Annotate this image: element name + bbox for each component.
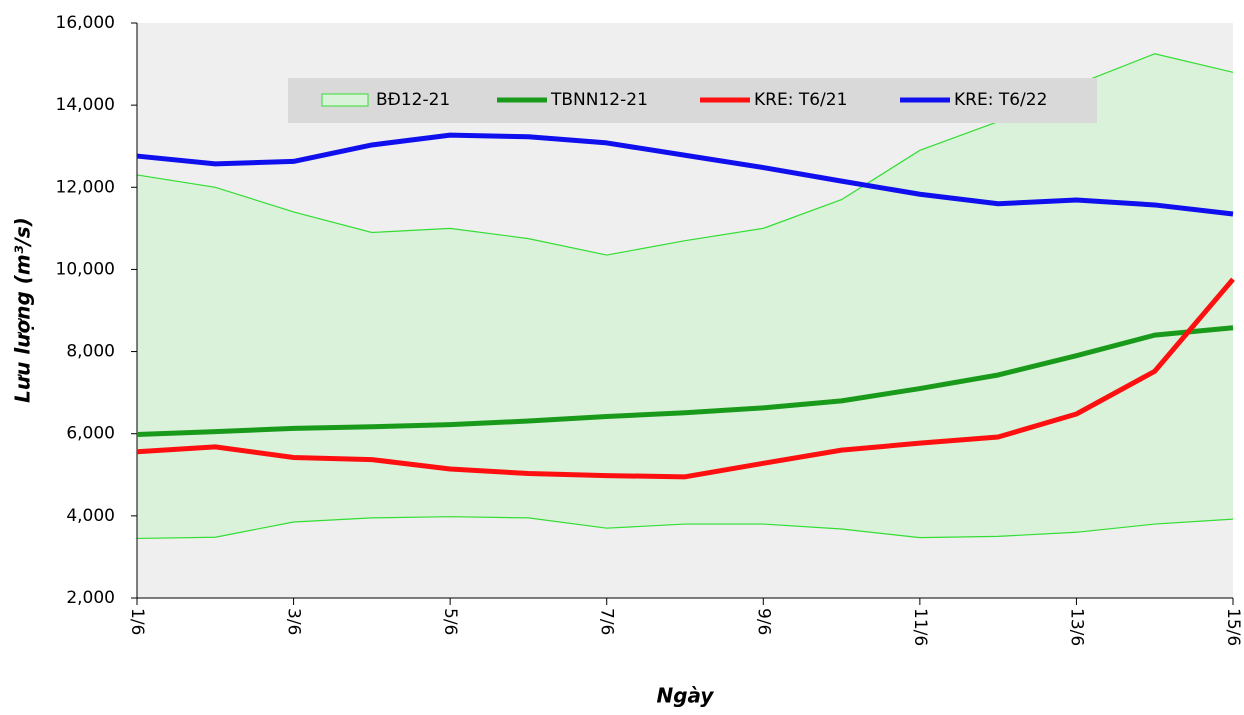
y-tick-label: 8,000 <box>66 342 115 362</box>
legend-label: KRE: T6/21 <box>754 90 847 110</box>
y-tick-label: 12,000 <box>56 177 115 197</box>
y-tick-label: 4,000 <box>66 506 115 526</box>
legend-box <box>288 78 1097 123</box>
line-series <box>136 325 1234 438</box>
y-tick-label: 16,000 <box>56 13 115 33</box>
y-tick-label: 6,000 <box>66 424 115 444</box>
x-tick-label: 15/6 <box>1223 608 1243 646</box>
legend-swatch <box>321 93 369 107</box>
x-tick-label: 5/6 <box>440 608 460 635</box>
line-series <box>136 277 1235 480</box>
x-tick-label: 3/6 <box>284 608 304 635</box>
y-tick-label: 2,000 <box>66 588 115 608</box>
x-tick-label: 7/6 <box>597 608 617 635</box>
legend-label: TBNN12-21 <box>550 90 648 110</box>
x-tick-label: 1/6 <box>127 608 147 635</box>
x-tick-label: 9/6 <box>753 608 773 635</box>
legend: BĐ12-21 TBNN12-21 KRE: T6/21 KRE: T6/22 <box>288 78 1097 123</box>
x-tick-label: 13/6 <box>1066 608 1086 646</box>
band-lower <box>136 516 1234 540</box>
x-tick-label: 11/6 <box>910 608 930 646</box>
y-tick-label: 14,000 <box>56 95 115 115</box>
y-axis-label: Lưu lượng (m³/s) <box>11 217 35 403</box>
legend-label: KRE: T6/22 <box>954 90 1047 110</box>
band-area <box>137 53 1233 539</box>
line-series <box>136 132 1234 217</box>
y-tick-label: 10,000 <box>56 259 115 279</box>
legend-label: BĐ12-21 <box>376 90 450 110</box>
x-axis-label: Ngày <box>657 684 715 708</box>
